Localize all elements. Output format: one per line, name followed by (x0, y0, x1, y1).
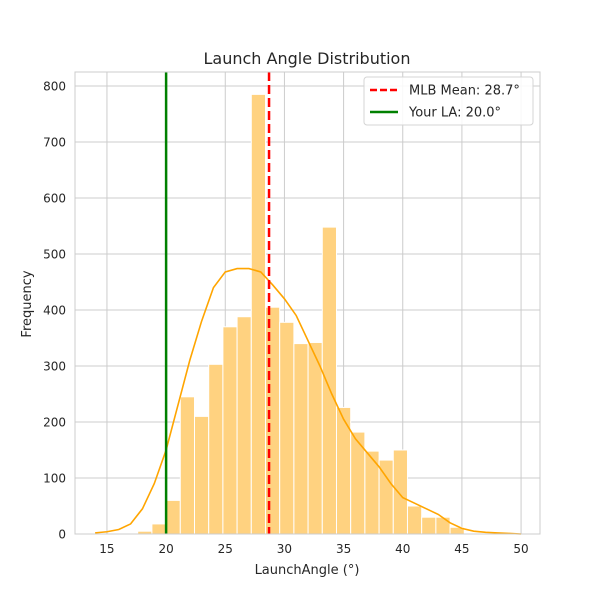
plot-frame (74, 71, 541, 535)
histogram-bar (208, 363, 224, 535)
histogram-bar (293, 343, 309, 535)
histogram-bar (321, 226, 337, 535)
histogram-bar (392, 449, 408, 535)
x-tick-label: 25 (218, 542, 233, 556)
histogram-bar (179, 396, 196, 535)
x-tick-label: 50 (513, 542, 528, 556)
y-tick-label: 500 (43, 248, 66, 262)
histogram-bar (222, 326, 238, 535)
x-tick-labels: 15 20 25 30 35 40 45 50 (99, 542, 528, 556)
x-tick-label: 40 (395, 542, 410, 556)
y-tick-label: 700 (43, 136, 66, 150)
histogram-bar (194, 415, 210, 535)
y-axis-label: Frequency (20, 270, 35, 337)
y-tick-labels: 0 100 200 300 400 500 600 700 800 (43, 80, 66, 542)
histogram-bar (165, 499, 181, 535)
chart-title: Launch Angle Distribution (204, 49, 411, 68)
x-tick-label: 15 (99, 542, 114, 556)
histogram-bar (250, 93, 266, 535)
y-tick-label: 200 (43, 416, 66, 430)
x-axis-label: LaunchAngle (°) (255, 563, 360, 578)
y-tick-label: 0 (58, 528, 66, 542)
x-tick-label: 35 (336, 542, 351, 556)
y-tick-label: 400 (43, 304, 66, 318)
histogram-bar (151, 523, 167, 535)
histogram-bar (435, 516, 451, 535)
legend-label: Your LA: 20.0° (408, 106, 501, 121)
y-tick-label: 300 (43, 360, 66, 374)
histogram-bar (406, 505, 423, 535)
histogram-bar (421, 516, 437, 535)
legend-label: MLB Mean: 28.7° (409, 84, 520, 99)
legend-box (363, 76, 534, 126)
reference-lines (164, 72, 271, 534)
y-tick-label: 100 (43, 472, 66, 486)
y-tick-label: 600 (43, 192, 66, 206)
histogram-bar (236, 316, 252, 535)
legend: MLB Mean: 28.7° Your LA: 20.0° (363, 76, 534, 126)
histogram-bar (307, 341, 323, 535)
y-tick-label: 800 (43, 80, 66, 94)
x-tick-label: 45 (454, 542, 469, 556)
histogram-bar (279, 321, 295, 535)
x-tick-label: 20 (158, 542, 173, 556)
histogram-bar (264, 306, 281, 535)
x-tick-label: 30 (277, 542, 292, 556)
